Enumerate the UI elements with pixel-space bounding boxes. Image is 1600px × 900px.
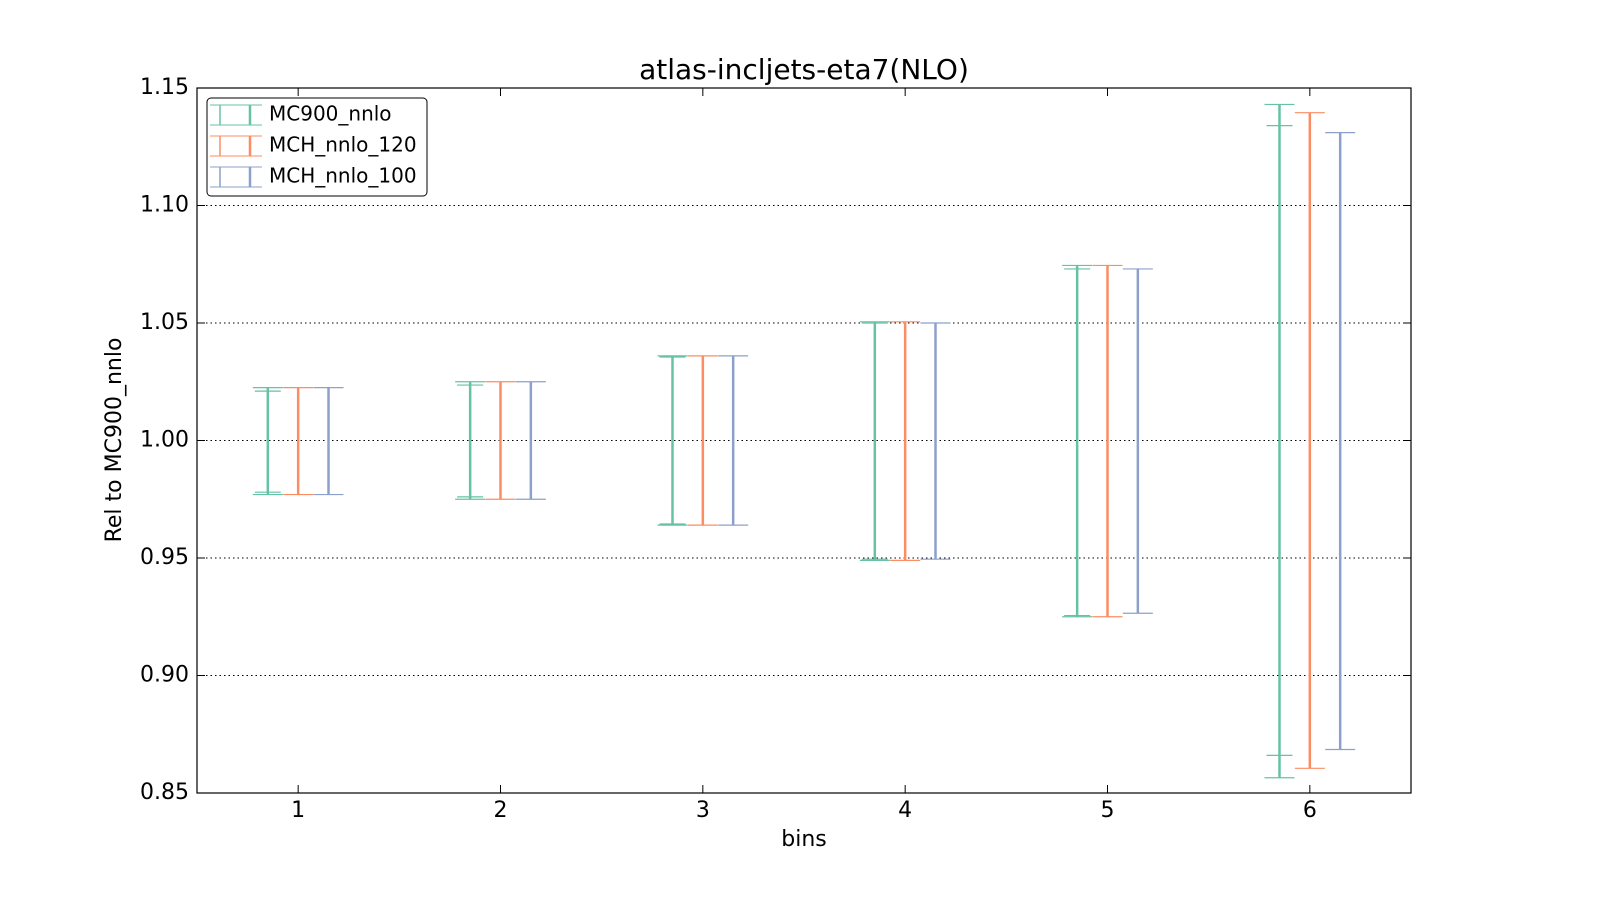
legend-label: MC900_nnlo (269, 102, 392, 126)
y-tick-label: 0.90 (140, 663, 189, 688)
legend-label: MCH_nnlo_120 (269, 133, 417, 157)
x-tick-label: 2 (494, 798, 508, 823)
x-tick-label: 3 (696, 798, 710, 823)
x-tick-label: 4 (898, 798, 912, 823)
legend-label: MCH_nnlo_100 (269, 164, 417, 188)
x-tick-label: 1 (291, 798, 305, 823)
y-tick-label: 1.05 (140, 310, 189, 335)
y-tick-label: 1.00 (140, 428, 189, 453)
x-tick-label: 5 (1101, 798, 1115, 823)
plot-frame (196, 87, 1412, 794)
x-tick-label: 6 (1303, 798, 1317, 823)
y-tick-label: 1.15 (140, 75, 189, 100)
legend-box (206, 97, 428, 197)
y-tick-label: 1.10 (140, 193, 189, 218)
chart-title: atlas-incljets-eta7(NLO) (639, 53, 969, 86)
y-axis-label: Rel to MC900_nnlo (102, 338, 127, 543)
y-tick-label: 0.85 (140, 780, 189, 805)
y-tick-label: 0.95 (140, 545, 189, 570)
x-axis-label: bins (781, 827, 826, 852)
